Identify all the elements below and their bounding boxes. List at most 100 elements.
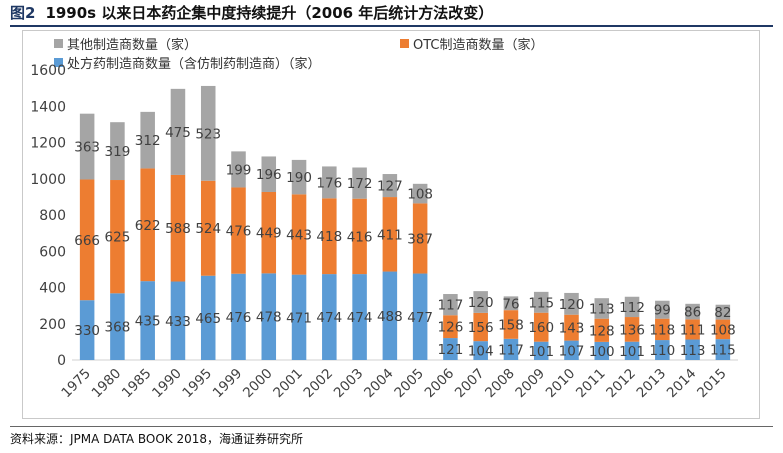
bar-otc — [624, 317, 640, 342]
data-label-otc: 128 — [589, 323, 615, 339]
x-tick-label: 2006 — [422, 366, 458, 402]
data-label-otc: 158 — [498, 317, 524, 333]
bar-otc — [412, 203, 428, 274]
x-tick-label: 2013 — [634, 366, 670, 402]
bar-otc — [140, 168, 155, 282]
bar-other — [685, 303, 700, 320]
bar-other — [715, 304, 731, 320]
data-label-rx: 107 — [559, 343, 585, 359]
data-label-otc: 416 — [347, 229, 373, 245]
bar-rx — [564, 340, 579, 360]
data-label-otc: 666 — [74, 233, 100, 249]
data-label-otc: 136 — [619, 322, 645, 338]
data-label-rx: 488 — [377, 309, 403, 325]
data-label-other: 112 — [619, 300, 645, 316]
bar-other — [655, 300, 670, 319]
data-label-rx: 110 — [649, 343, 675, 359]
bar-otc — [231, 187, 246, 274]
legend-label-otc: OTC制造商数量（家） — [413, 38, 544, 53]
data-label-rx: 100 — [589, 344, 615, 360]
legend-swatch-otc — [400, 39, 409, 48]
data-label-otc: 387 — [407, 231, 433, 247]
data-label-rx: 115 — [710, 343, 736, 359]
title-rule — [10, 25, 773, 27]
data-label-rx: 101 — [528, 344, 554, 360]
source-rule — [10, 426, 773, 427]
y-tick-label: 200 — [39, 317, 66, 333]
x-tick-label: 2011 — [573, 366, 609, 402]
x-tick-label: 2015 — [694, 366, 730, 402]
data-label-other: 120 — [468, 295, 494, 311]
x-tick-label: 2005 — [391, 366, 427, 402]
data-label-rx: 330 — [74, 323, 100, 339]
bar-otc — [533, 312, 549, 342]
bar-other — [503, 296, 519, 311]
y-tick-label: 1000 — [30, 172, 66, 188]
legend-label-other: 其他制造商数量（家） — [67, 38, 198, 53]
legend-swatch-other — [54, 39, 63, 48]
bar-other — [352, 167, 367, 199]
bar-rx — [473, 341, 488, 360]
bar-other — [443, 294, 458, 316]
bar-otc — [564, 314, 579, 341]
x-tick-label: 2009 — [512, 366, 548, 402]
data-label-otc: 118 — [649, 322, 675, 338]
data-label-otc: 588 — [165, 221, 191, 237]
bar-rx — [412, 273, 428, 360]
data-label-other: 86 — [684, 305, 701, 321]
data-label-rx: 113 — [680, 343, 706, 359]
data-label-rx: 121 — [438, 342, 464, 358]
data-label-otc: 622 — [135, 218, 161, 234]
bar-otc — [685, 319, 700, 340]
data-label-other: 312 — [135, 133, 161, 149]
bar-otc — [200, 180, 216, 276]
bar-other — [322, 166, 337, 199]
x-tick-label: 2014 — [664, 366, 700, 402]
bar-rx — [533, 341, 549, 360]
data-label-otc: 418 — [316, 229, 342, 245]
bar-otc — [594, 318, 610, 342]
bar-other — [110, 122, 125, 181]
data-label-otc: 160 — [528, 320, 554, 336]
data-label-otc: 476 — [226, 224, 252, 240]
data-label-rx: 465 — [195, 311, 221, 327]
bar-rx — [715, 339, 731, 360]
bar-otc — [473, 312, 488, 342]
data-label-other: 117 — [438, 298, 464, 314]
data-label-rx: 478 — [256, 310, 282, 326]
bar-rx — [655, 340, 670, 360]
figure-title-text: 1990s 以来日本药企集中度持续提升（2006 年后统计方法改变） — [45, 4, 494, 22]
bar-rx — [352, 274, 367, 360]
data-label-other: 115 — [528, 295, 554, 311]
data-label-other: 196 — [256, 167, 282, 183]
y-tick-label: 1200 — [30, 136, 66, 152]
bar-rx — [291, 274, 307, 360]
data-label-rx: 474 — [316, 310, 342, 326]
data-label-otc: 126 — [438, 320, 464, 336]
data-label-other: 113 — [589, 301, 615, 317]
data-label-rx: 477 — [407, 310, 433, 326]
bar-otc — [382, 197, 398, 272]
x-tick-label: 1975 — [58, 366, 94, 402]
data-label-other: 82 — [714, 305, 731, 321]
bar-otc — [322, 198, 337, 275]
data-label-rx: 435 — [135, 314, 161, 330]
bar-otc — [291, 194, 307, 275]
bar-rx — [594, 341, 610, 360]
y-tick-label: 0 — [57, 353, 66, 369]
y-tick-label: 1400 — [30, 99, 66, 115]
legend-item-otc: OTC制造商数量（家） — [400, 34, 544, 53]
x-tick-label: 1980 — [89, 366, 125, 402]
data-label-otc: 625 — [105, 230, 131, 246]
bar-otc — [352, 198, 367, 275]
legend-swatch-rx — [54, 58, 63, 67]
bar-rx — [624, 341, 640, 360]
data-label-other: 76 — [502, 296, 519, 312]
bar-other — [140, 111, 155, 169]
x-tick-label: 1990 — [149, 366, 185, 402]
data-label-rx: 101 — [619, 344, 645, 360]
bar-rx — [170, 281, 186, 360]
bar-other — [412, 183, 428, 204]
figure-label: 图2 — [10, 4, 36, 22]
